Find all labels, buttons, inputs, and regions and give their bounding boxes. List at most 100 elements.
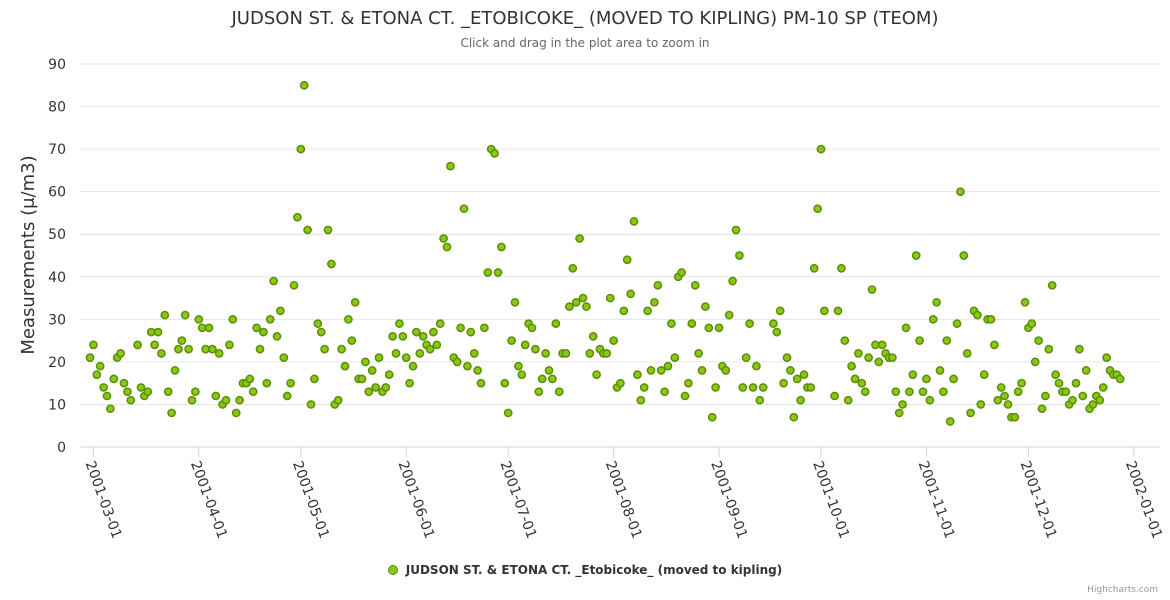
y-tick-label: 50 — [48, 227, 66, 243]
data-point — [633, 370, 642, 380]
data-point — [605, 293, 615, 303]
data-point — [357, 374, 367, 384]
y-tick-label: 40 — [48, 270, 66, 286]
data-point — [602, 349, 612, 358]
data-point — [527, 323, 537, 333]
data-point — [225, 340, 234, 350]
data-point — [405, 378, 414, 388]
data-point — [687, 319, 697, 328]
data-point — [418, 332, 428, 341]
y-axis-ticks: 0 10 20 30 40 50 60 70 80 90 — [48, 57, 66, 456]
data-point — [133, 340, 142, 350]
data-point — [990, 340, 999, 350]
data-point — [456, 323, 465, 333]
data-point — [333, 395, 343, 405]
data-point — [680, 391, 690, 401]
data-point — [1075, 344, 1084, 354]
data-point — [748, 383, 758, 392]
data-point — [1037, 404, 1047, 414]
credits-link[interactable]: Highcharts.com — [1087, 585, 1158, 595]
data-point — [867, 285, 877, 294]
data-point — [167, 408, 176, 418]
data-point — [235, 395, 244, 405]
data-point — [374, 353, 384, 362]
data-point — [905, 387, 914, 397]
data-point — [922, 374, 931, 384]
data-point — [745, 319, 754, 328]
data-point — [1041, 391, 1050, 401]
x-tick-label: 2001-09-01 — [707, 459, 750, 541]
data-point — [639, 383, 649, 392]
data-point — [401, 353, 411, 362]
data-point — [1000, 391, 1009, 401]
data-point — [684, 378, 693, 388]
data-point — [670, 353, 680, 362]
data-point — [1010, 412, 1020, 422]
y-tick-label: 20 — [48, 355, 66, 371]
data-point — [1068, 395, 1077, 405]
data-point — [391, 349, 401, 358]
data-point — [490, 149, 499, 158]
data-point — [656, 366, 666, 375]
data-point — [830, 391, 839, 401]
data-point — [952, 319, 962, 328]
data-point — [782, 353, 792, 362]
data-point — [544, 366, 554, 375]
data-point — [459, 204, 469, 214]
data-point — [1030, 357, 1040, 367]
data-point — [857, 378, 867, 388]
data-point — [259, 327, 268, 337]
data-point — [469, 349, 479, 358]
data-point — [667, 319, 676, 328]
data-point — [711, 383, 720, 392]
legend-label: JUDSON ST. & ETONA CT. _Etobicoke_ (move… — [405, 563, 783, 577]
data-point — [1102, 353, 1111, 362]
data-point — [170, 366, 180, 375]
data-point — [102, 391, 112, 401]
data-point — [157, 349, 166, 358]
data-point — [248, 387, 258, 397]
data-point — [92, 370, 102, 380]
data-point — [415, 349, 425, 358]
data-point — [531, 344, 540, 354]
data-point — [184, 344, 193, 354]
data-point — [89, 340, 98, 350]
data-point — [565, 302, 574, 311]
chart-subtitle: Click and drag in the plot area to zoom … — [460, 36, 710, 50]
data-point — [592, 370, 601, 380]
data-point — [265, 314, 275, 324]
data-point — [609, 336, 618, 345]
data-point — [779, 378, 788, 388]
data-point — [898, 400, 907, 409]
data-point — [731, 225, 741, 235]
data-point — [381, 383, 391, 392]
data-point — [847, 361, 856, 371]
data-point — [619, 306, 629, 316]
legend-item[interactable]: JUDSON ST. & ETONA CT. _Etobicoke_ (move… — [0, 563, 1170, 577]
data-point — [837, 263, 846, 273]
data-point — [959, 251, 969, 260]
data-point — [446, 161, 455, 171]
y-axis-label: Measurements (μ/m3) — [18, 155, 39, 354]
data-point — [901, 323, 911, 333]
x-tick-label: 2001-07-01 — [496, 459, 539, 541]
data-point — [915, 336, 924, 345]
data-point — [136, 383, 146, 392]
data-point — [286, 378, 295, 388]
data-point — [534, 387, 544, 397]
data-point — [160, 310, 170, 320]
data-point — [143, 387, 153, 397]
data-point — [367, 366, 377, 375]
data-point — [517, 370, 527, 380]
data-point — [752, 361, 761, 371]
y-tick-label: 0 — [57, 440, 66, 456]
data-point — [1078, 391, 1088, 401]
data-point — [299, 80, 309, 90]
data-point — [337, 344, 346, 354]
data-point — [99, 383, 108, 392]
data-point — [738, 383, 748, 392]
data-point — [476, 378, 486, 388]
data-point — [510, 297, 520, 307]
